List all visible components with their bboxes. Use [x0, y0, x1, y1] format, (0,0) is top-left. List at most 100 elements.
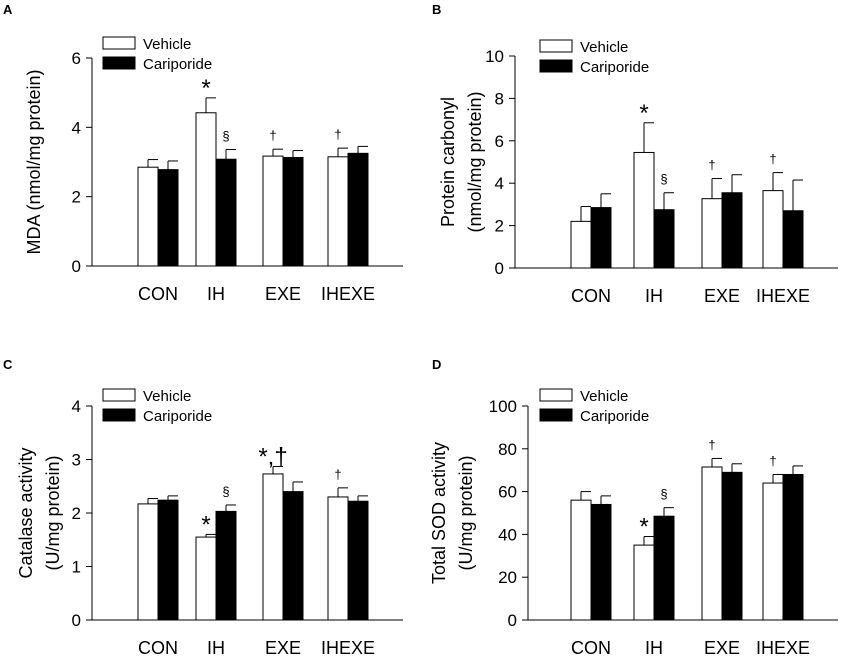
- bar-cariporide-ihexe: [347, 500, 369, 621]
- bar-vehicle-ihexe: [327, 156, 349, 267]
- legend-swatch-cariporide: [539, 59, 573, 73]
- y-axis-title: Total SOD activity: [429, 442, 449, 584]
- bar-vehicle-ihexe: [762, 190, 784, 269]
- y-tick-label: 0: [72, 611, 81, 630]
- panel-letter: B: [432, 2, 441, 17]
- legend-swatch-vehicle: [539, 39, 573, 53]
- panel-d: D 0 20 40 60 80 100 Total SOD activity (U/mg pro…: [429, 357, 838, 656]
- significance-marker: †: [334, 127, 341, 142]
- bar-cariporide-con: [590, 503, 612, 621]
- bar-cariporide-ihexe: [782, 210, 804, 269]
- y-tick-label: 2: [495, 217, 504, 236]
- significance-marker: †: [769, 453, 776, 468]
- legend-swatch-vehicle: [102, 388, 136, 402]
- legend-label-cariporide: Cariporide: [143, 56, 212, 73]
- significance-marker: *: [201, 511, 210, 538]
- y-tick-label: 2: [72, 188, 81, 207]
- bar-cariporide-con: [157, 169, 179, 267]
- bar-vehicle-con: [137, 503, 159, 621]
- significance-marker: *: [201, 75, 210, 102]
- bar-cariporide-ihexe: [782, 473, 804, 621]
- significance-marker: *,†: [258, 443, 287, 470]
- bar-vehicle-ih: [633, 151, 655, 269]
- x-tick-label: IHEXE: [756, 638, 810, 656]
- significance-marker: †: [269, 128, 276, 143]
- significance-marker: §: [660, 172, 667, 187]
- bar-cariporide-ih: [653, 209, 675, 269]
- x-tick-label: CON: [571, 286, 611, 306]
- y-axis-title: (U/mg protein): [456, 455, 476, 570]
- y-tick-label: 8: [495, 89, 504, 108]
- x-tick-label: CON: [138, 638, 178, 656]
- legend-swatch-vehicle: [539, 388, 573, 402]
- x-tick-label: IH: [645, 638, 663, 656]
- bar-cariporide-ih: [653, 515, 675, 621]
- legend-label-vehicle: Vehicle: [143, 388, 191, 405]
- y-tick-label: 6: [72, 49, 81, 68]
- bar-cariporide-exe: [721, 192, 743, 269]
- y-axis-title: Protein carbonyl: [438, 97, 458, 227]
- bar-vehicle-con: [137, 166, 159, 267]
- y-axis-title: Catalase activity: [16, 447, 36, 578]
- y-tick-label: 4: [495, 174, 504, 193]
- significance-marker: *: [639, 100, 648, 127]
- significance-marker: †: [334, 467, 341, 482]
- y-tick-label: 4: [72, 118, 81, 137]
- legend-label-vehicle: Vehicle: [143, 36, 191, 53]
- y-tick-label: 0: [508, 611, 517, 630]
- x-tick-label: EXE: [265, 638, 301, 656]
- bar-vehicle-exe: [262, 473, 284, 621]
- y-tick-label: 3: [72, 451, 81, 470]
- bar-vehicle-con: [570, 220, 592, 269]
- x-tick-label: IHEXE: [756, 286, 810, 306]
- bar-cariporide-con: [590, 207, 612, 269]
- x-tick-label: EXE: [704, 286, 740, 306]
- y-tick-label: 0: [495, 259, 504, 278]
- legend-swatch-cariporide: [102, 408, 136, 422]
- bar-cariporide-exe: [721, 471, 743, 621]
- legend-label-cariporide: Cariporide: [580, 408, 649, 425]
- bar-vehicle-ihexe: [762, 482, 784, 621]
- bar-vehicle-exe: [701, 198, 723, 269]
- significance-marker: †: [708, 158, 715, 173]
- y-tick-label: 4: [72, 397, 81, 416]
- y-tick-label: 100: [489, 397, 517, 416]
- x-tick-label: IH: [645, 286, 663, 306]
- bar-cariporide-ih: [215, 158, 237, 267]
- legend-label-vehicle: Vehicle: [580, 388, 628, 405]
- x-tick-label: IH: [207, 284, 225, 304]
- bar-vehicle-con: [570, 499, 592, 621]
- bar-cariporide-ih: [215, 510, 237, 621]
- y-axis-title: (nmol/mg protein): [465, 91, 485, 232]
- legend-label-cariporide: Cariporide: [580, 59, 649, 76]
- significance-marker: *: [639, 514, 648, 541]
- panel-c: C 0 1 2 3 4 Catalase activity (U/mg protein) Veh…: [3, 357, 403, 656]
- bar-vehicle-exe: [262, 155, 284, 267]
- panel-letter: A: [3, 2, 13, 17]
- bar-vehicle-ih: [195, 536, 217, 621]
- x-tick-label: CON: [571, 638, 611, 656]
- significance-marker: §: [222, 129, 229, 144]
- x-tick-label: IHEXE: [321, 284, 375, 304]
- y-tick-label: 80: [498, 440, 517, 459]
- x-tick-label: CON: [138, 284, 178, 304]
- bar-vehicle-ihexe: [327, 496, 349, 621]
- panel-b: B 0 2 4 6 8 10 Protein carbonyl (nmol/mg protein…: [432, 2, 838, 306]
- panel-letter: D: [432, 357, 441, 372]
- significance-marker: †: [769, 152, 776, 167]
- y-tick-label: 2: [72, 504, 81, 523]
- legend-swatch-cariporide: [539, 408, 573, 422]
- bar-cariporide-exe: [282, 156, 304, 267]
- x-tick-label: IHEXE: [321, 638, 375, 656]
- significance-marker: §: [222, 484, 229, 499]
- y-axis-title: MDA (nmol/mg protein): [24, 69, 44, 254]
- panel-letter: C: [3, 357, 13, 372]
- legend-swatch-vehicle: [102, 36, 136, 50]
- bar-cariporide-ihexe: [347, 152, 369, 267]
- y-tick-label: 0: [72, 257, 81, 276]
- significance-marker: §: [660, 487, 667, 502]
- y-tick-label: 1: [72, 558, 81, 577]
- bar-cariporide-con: [157, 499, 179, 621]
- panel-a: A 0 2 4 6 MDA (nmol/mg protein) Vehicle Caripor…: [3, 2, 403, 304]
- significance-marker: †: [708, 437, 715, 452]
